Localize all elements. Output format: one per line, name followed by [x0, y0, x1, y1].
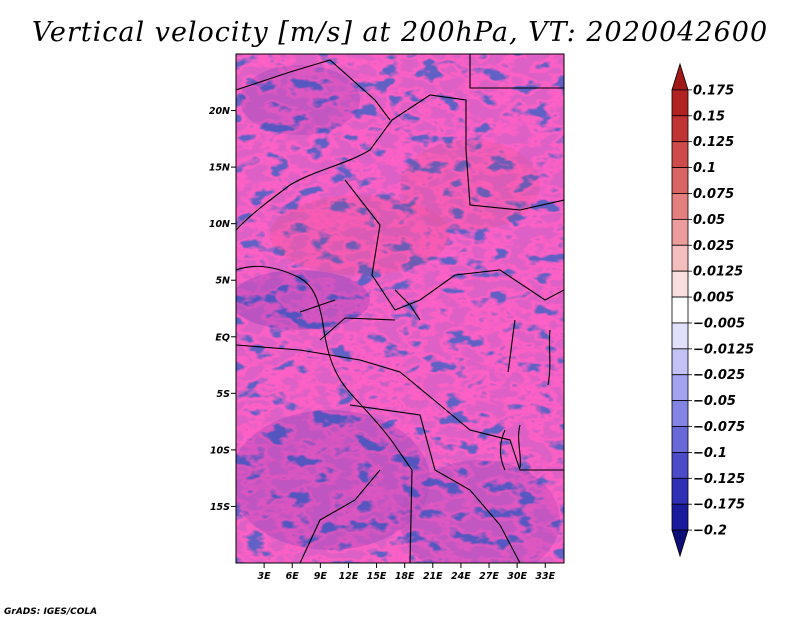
x-tick-label: 9E: [314, 571, 328, 582]
y-tick-label: 20N: [209, 106, 230, 117]
colorbar-swatch: [671, 529, 689, 558]
colorbar-label: 0.075: [693, 187, 734, 202]
colorbar-label: −0.0125: [693, 342, 754, 357]
y-tick-label: 5N: [215, 276, 230, 287]
colorbar-label: 0.0125: [693, 265, 743, 280]
x-tick-label: 18E: [395, 571, 415, 582]
colorbar-swatch: [671, 193, 689, 220]
x-tick-label: 12E: [339, 571, 359, 582]
y-tick-label: EQ: [215, 332, 230, 343]
colorbar-swatch: [671, 62, 689, 91]
x-axis: 3E 6E 9E 12E 15E 18E 21E 24E 27E 30E 33E: [258, 563, 556, 582]
y-tick-label: 10N: [209, 219, 230, 230]
colorbar-swatch: [671, 322, 689, 350]
colorbar-swatch: [671, 400, 689, 427]
y-axis: 20N 15N 10N 5N EQ 5S 10S 15S: [209, 106, 236, 513]
y-tick-label: 5S: [217, 389, 231, 400]
map-panel: [236, 54, 564, 563]
colorbar-label: 0.15: [693, 109, 725, 124]
colorbar-swatch: [671, 503, 689, 531]
regional-tint: [236, 65, 560, 563]
colorbar-swatch: [671, 141, 689, 168]
x-tick-label: 24E: [451, 571, 471, 582]
colorbar-swatch: [671, 89, 689, 117]
colorbar-swatch: [671, 426, 689, 453]
x-tick-label: 3E: [258, 571, 272, 582]
colorbar-label: −0.175: [693, 498, 745, 513]
colorbar-swatch: [671, 374, 689, 402]
coastlines-and-borders: [236, 54, 564, 563]
grads-credit: GrADS: IGES/COLA: [4, 607, 97, 617]
colorbar-swatch: [671, 477, 689, 505]
colorbar-label: −0.05: [693, 394, 736, 409]
x-tick-label: 30E: [507, 571, 527, 582]
colorbar-label: 0.025: [693, 239, 734, 254]
x-tick-label: 33E: [535, 571, 555, 582]
colorbar-swatch: [671, 270, 689, 298]
colorbar-label: −0.2: [693, 524, 727, 539]
colorbar-label: −0.125: [693, 472, 745, 487]
colorbar-label: 0.175: [693, 83, 734, 98]
colorbar-swatch: [671, 348, 689, 376]
colorbar-swatch: [671, 296, 689, 324]
colorbar-label: −0.1: [693, 446, 727, 461]
y-tick-label: 15N: [209, 163, 230, 174]
colorbar-label: 0.125: [693, 135, 734, 150]
colorbar-swatch: [671, 167, 689, 194]
y-tick-label: 15S: [210, 502, 230, 513]
colorbar: 0.175 0.15 0.125 0.1 0.075 0.05 0.025 0.0125 0.0…: [671, 62, 754, 558]
colorbar-swatch: [671, 244, 689, 272]
colorbar-label: −0.025: [693, 368, 745, 383]
y-tick-label: 10S: [210, 445, 230, 456]
colorbar-label: 0.005: [693, 291, 734, 306]
colorbar-swatch: [671, 218, 689, 246]
colorbar-label: 0.05: [693, 213, 725, 228]
chart-title: Vertical velocity [m/s] at 200hPa, VT: 2…: [32, 17, 768, 48]
colorbar-label: −0.075: [693, 420, 745, 435]
colorbar-swatch: [671, 115, 689, 143]
colorbar-swatch: [671, 452, 689, 479]
x-tick-label: 27E: [479, 571, 499, 582]
x-tick-label: 6E: [286, 571, 300, 582]
colorbar-label: 0.1: [693, 161, 716, 176]
x-tick-label: 15E: [367, 571, 387, 582]
map-frame: [235, 53, 565, 564]
x-tick-label: 21E: [423, 571, 443, 582]
colorbar-label: −0.005: [693, 316, 745, 331]
